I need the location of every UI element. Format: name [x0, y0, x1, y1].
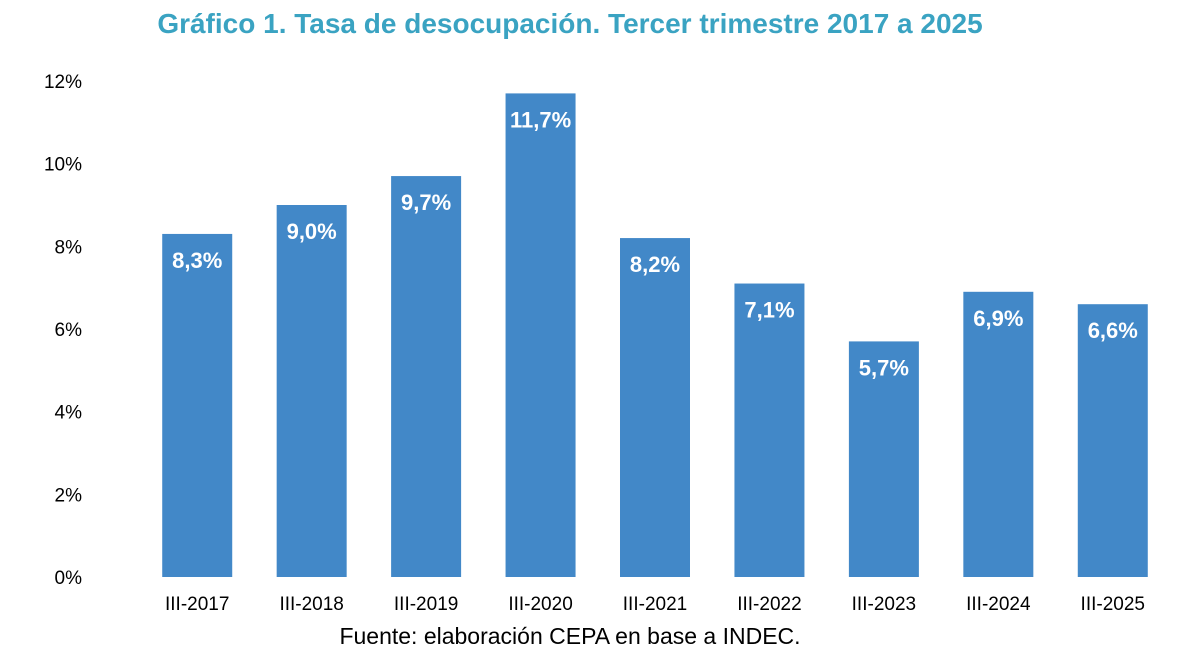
y-tick-label: 4% — [55, 403, 83, 424]
chart-title: Gráfico 1. Tasa de desocupación. Tercer … — [157, 8, 983, 39]
bar — [162, 233, 233, 577]
bar-value-label: 7,1% — [744, 298, 794, 323]
bar — [391, 176, 462, 578]
bar — [734, 283, 805, 577]
bar-value-label: 5,7% — [859, 355, 909, 380]
x-tick-label: III-2022 — [737, 594, 801, 615]
bar — [848, 341, 919, 577]
bar — [1077, 304, 1148, 577]
bar-value-label: 9,0% — [287, 219, 337, 244]
bar-value-label: 6,9% — [973, 306, 1023, 331]
bar-value-label: 8,2% — [630, 252, 680, 277]
y-tick-label: 2% — [55, 485, 83, 506]
x-tick-label: III-2021 — [623, 594, 687, 615]
x-tick-label: III-2019 — [394, 594, 458, 615]
x-tick-label: III-2018 — [279, 594, 343, 615]
bar — [505, 93, 576, 578]
y-tick-label: 12% — [44, 72, 82, 93]
y-axis-ticks: 0% 2% 4% 6% 8% 10% 12% — [44, 72, 82, 589]
bar-value-label: 8,3% — [172, 248, 222, 273]
bars-group — [162, 93, 1148, 578]
x-axis-ticks: III-2017 III-2018 III-2019 III-2020 III-2021… — [165, 594, 1145, 615]
x-tick-label: III-2024 — [966, 594, 1031, 615]
y-tick-label: 0% — [55, 568, 83, 589]
bar-value-label: 6,6% — [1088, 318, 1138, 343]
x-tick-label: III-2023 — [852, 594, 916, 615]
bar — [276, 205, 347, 577]
bar — [620, 238, 690, 578]
x-tick-label: III-2017 — [165, 594, 229, 615]
x-tick-label: III-2020 — [508, 594, 572, 615]
x-tick-label: III-2025 — [1081, 594, 1145, 615]
y-tick-label: 10% — [44, 155, 82, 176]
chart-source-note: Fuente: elaboración CEPA en base a INDEC… — [339, 623, 801, 649]
y-tick-label: 6% — [55, 320, 83, 341]
data-labels-group: 8,3% 9,0% 9,7% 11,7% 8,2% 7,1% 5,7% 6,9% 6,6% — [172, 107, 1138, 380]
bar-value-label: 9,7% — [401, 190, 451, 215]
bar — [963, 291, 1034, 577]
bar-value-label: 11,7% — [510, 107, 571, 132]
y-tick-label: 8% — [55, 237, 83, 258]
